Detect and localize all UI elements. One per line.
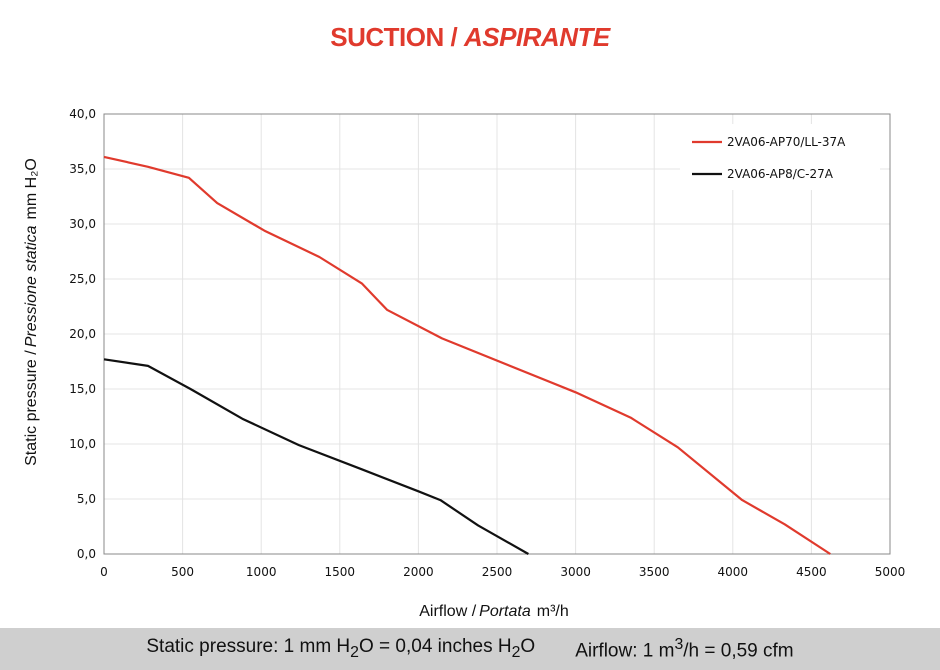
legend: 2VA06-AP70/LL-37A 2VA06-AP8/C-27A	[680, 124, 880, 190]
y-axis-label-unit: mm H₂O	[23, 158, 40, 219]
x-tick-label: 1500	[325, 565, 356, 579]
x-axis-label: Airflow / Portata m³/h	[419, 603, 569, 620]
chart-title: SUCTION / ASPIRANTE	[0, 22, 940, 53]
unit-conversion-footer: Static pressure: 1 mm H2O = 0,04 inches …	[0, 628, 940, 670]
series-group	[103, 155, 831, 555]
legend-box	[680, 124, 880, 190]
y-tick-label: 30,0	[69, 217, 96, 231]
y-axis-label-italic: Pressione statica	[23, 225, 40, 347]
y-tick-labels: 0,0 5,0 10,0 15,0 20,0 25,0 30,0 35,0 40,0	[69, 107, 96, 561]
y-tick-label: 35,0	[69, 162, 96, 176]
y-tick-label: 25,0	[69, 272, 96, 286]
y-tick-label: 5,0	[77, 492, 96, 506]
x-tick-label: 3000	[560, 565, 591, 579]
x-tick-label: 500	[171, 565, 194, 579]
chart-title-main: SUCTION /	[330, 22, 458, 52]
x-axis-label-main: Airflow /	[419, 603, 476, 620]
airflow-conversion: Airflow: 1 m3/h = 0,59 cfm	[575, 636, 793, 662]
chart-title-italic: ASPIRANTE	[463, 22, 610, 52]
pressure-conversion: Static pressure: 1 mm H2O = 0,04 inches …	[146, 636, 535, 662]
pressure-end: O	[520, 636, 536, 658]
x-tick-label: 5000	[875, 565, 906, 579]
x-axis-label-italic: Portata	[479, 603, 531, 620]
legend-label-1: 2VA06-AP70/LL-37A	[727, 135, 846, 149]
y-tick-label: 40,0	[69, 107, 96, 121]
airflow-prefix: Airflow: 1 m	[575, 640, 675, 662]
series-line-1	[103, 155, 831, 555]
y-tick-label: 20,0	[69, 327, 96, 341]
y-tick-label: 15,0	[69, 382, 96, 396]
x-tick-label: 0	[100, 565, 108, 579]
airflow-end: /h = 0,59 cfm	[683, 640, 794, 662]
pressure-mid: O = 0,04 inches H	[358, 636, 512, 658]
pressure-sub: 2	[350, 643, 359, 661]
x-tick-label: 4500	[796, 565, 827, 579]
x-tick-label: 3500	[639, 565, 670, 579]
plot-frame	[103, 113, 891, 555]
x-tick-label: 2500	[482, 565, 513, 579]
x-tick-label: 1000	[246, 565, 277, 579]
x-tick-label: 2000	[403, 565, 434, 579]
y-axis-label: Static pressure / Pressione statica mm H₂O	[23, 158, 40, 466]
legend-label-2: 2VA06-AP8/C-27A	[727, 167, 834, 181]
y-axis-label-main: Static pressure /	[23, 350, 40, 466]
pressure-airflow-chart: 0 500 1000 1500 2000 2500 3000 3500 4000 4500 5000…	[23, 107, 905, 620]
x-axis-label-unit: m³/h	[537, 603, 569, 620]
x-tick-label: 4000	[718, 565, 749, 579]
x-tick-labels: 0 500 1000 1500 2000 2500 3000 3500 4000 4500 5000	[100, 565, 905, 579]
series-line-2	[103, 358, 529, 555]
y-tick-label: 0,0	[77, 547, 96, 561]
airflow-sup: 3	[674, 635, 684, 653]
pressure-sub2: 2	[511, 643, 521, 661]
pressure-prefix: Static pressure: 1 mm H	[146, 636, 351, 658]
y-tick-label: 10,0	[69, 437, 96, 451]
